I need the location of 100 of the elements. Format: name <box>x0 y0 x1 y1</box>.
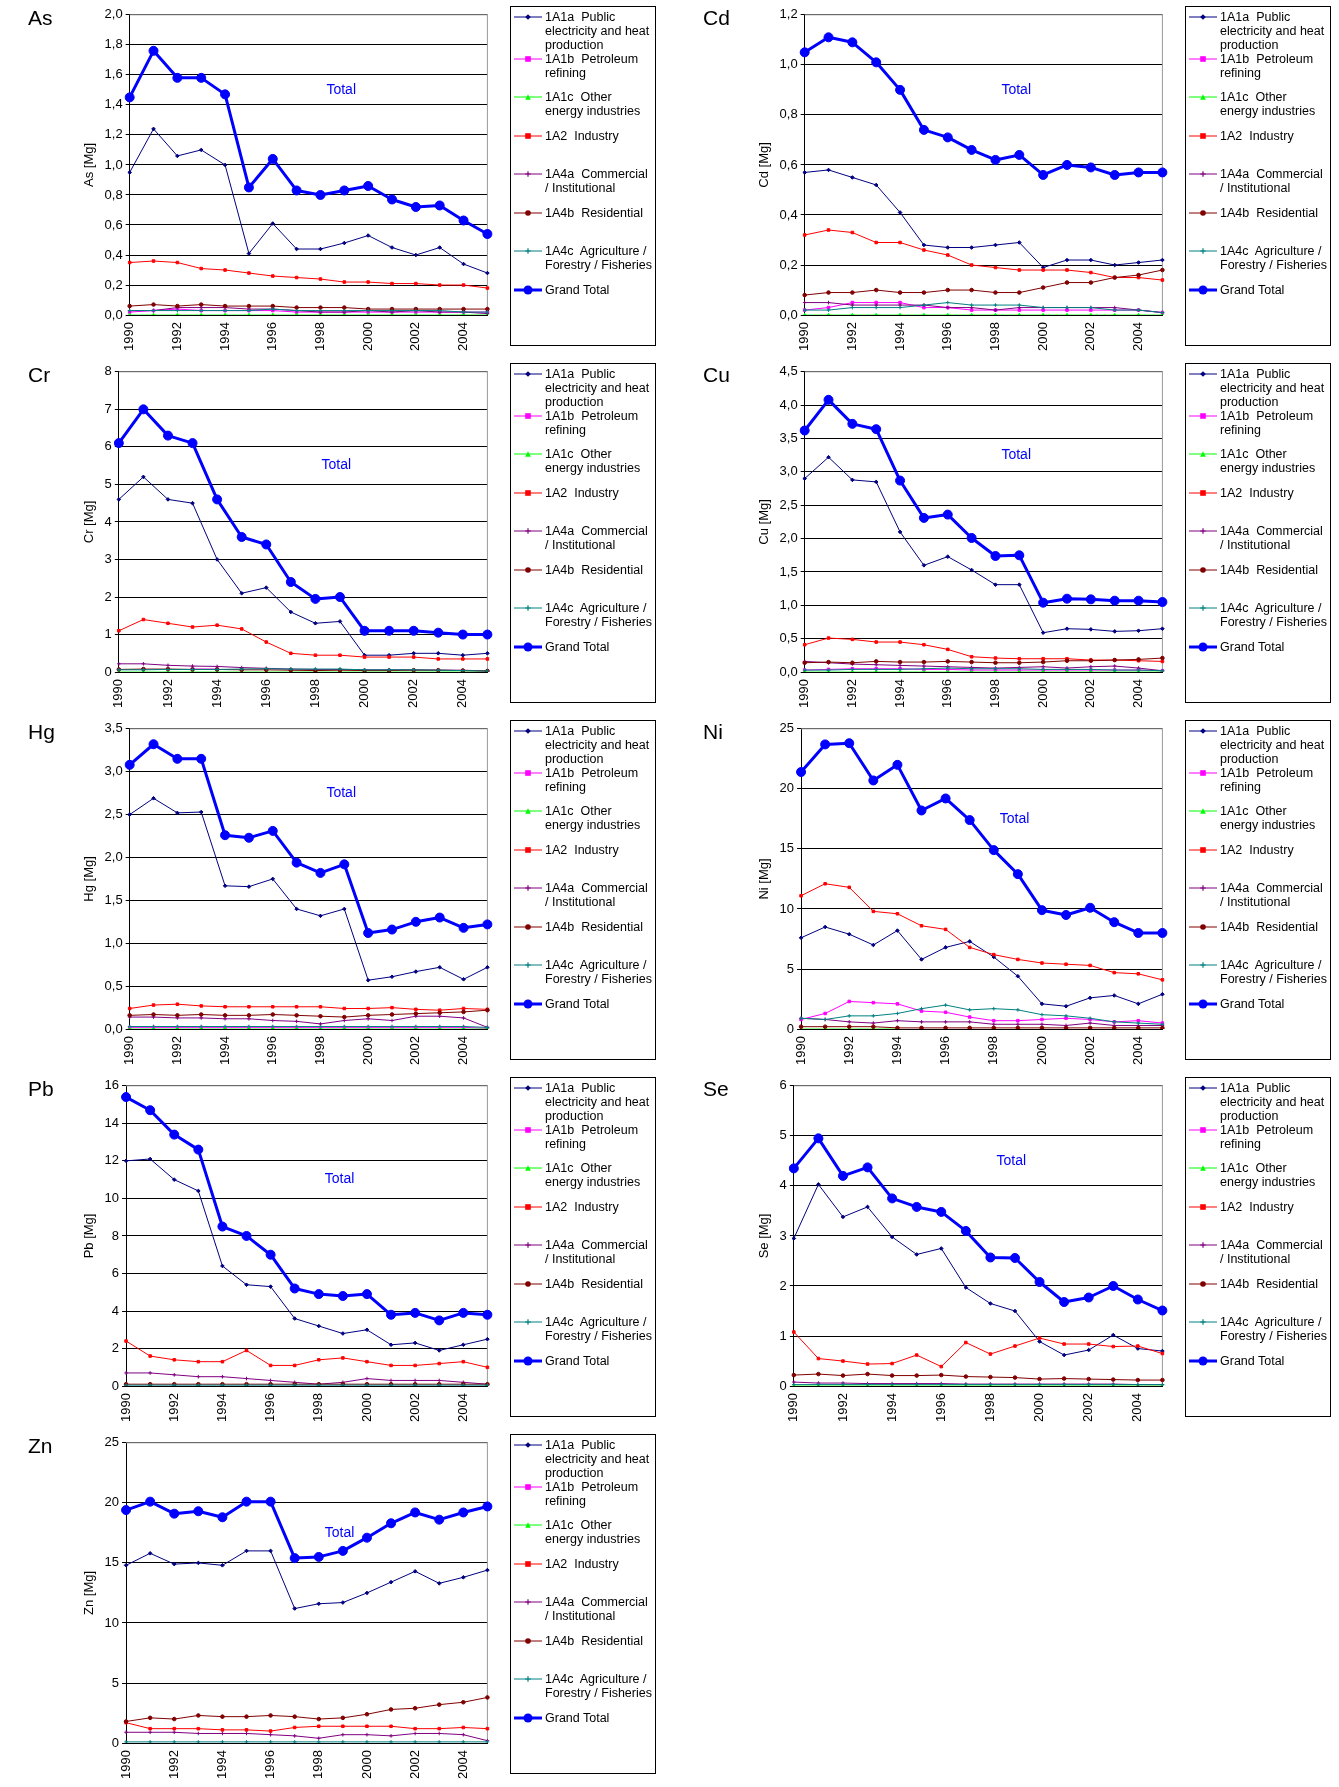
x-tick-label: 2002 <box>407 322 423 351</box>
y-tick-label: 4,5 <box>779 363 798 379</box>
legend-label: 1A4a Commercial / Institutional <box>1220 881 1324 910</box>
legend-label: 1A1b Petroleum refining <box>1220 766 1315 794</box>
legend-label: 1A4b Residential <box>545 1276 643 1291</box>
x-tick-label: 1992 <box>165 1750 181 1779</box>
legend-label: 1A2 Industry <box>545 485 619 500</box>
x-tick-label: 2004 <box>454 679 470 708</box>
legend-label: 1A4b Residential <box>1220 205 1318 220</box>
y-tick-label: 10 <box>104 1614 120 1630</box>
legend-label: Grand Total <box>545 1710 610 1725</box>
y-tick-label: 1,0 <box>104 934 123 950</box>
x-tick-label: 2002 <box>407 1036 423 1065</box>
x-tick-label: 1994 <box>214 1750 229 1779</box>
x-tick-label: 1994 <box>216 322 232 351</box>
x-tick-label: 2004 <box>455 322 471 351</box>
legend-label: 1A4a Commercial / Institutional <box>545 167 649 196</box>
y-tick-label: 3,5 <box>779 430 798 446</box>
x-tick-label: 1998 <box>981 1393 997 1422</box>
legend-label: 1A1c Other energy industries <box>545 90 642 119</box>
y-tick-label: 1,2 <box>779 6 798 22</box>
y-axis-title: Se [Mg] <box>756 1213 772 1259</box>
legend-label: 1A4c Agriculture / Forestry / Fisheries <box>1220 601 1328 630</box>
x-tick-label: 2004 <box>1129 1393 1145 1422</box>
annotation: Total <box>326 80 356 97</box>
legend-label: 1A1c Other energy industries <box>545 447 642 476</box>
annotation: Total <box>326 784 356 801</box>
x-tick-label: 1990 <box>792 1036 808 1065</box>
legend-label: 1A2 Industry <box>545 1199 619 1214</box>
x-tick-label: 2002 <box>1082 322 1098 351</box>
x-tick-label: 1996 <box>262 1393 278 1422</box>
y-tick-label: 5 <box>779 1127 787 1143</box>
legend-label: 1A1b Petroleum refining <box>545 52 640 80</box>
x-tick-label: 1990 <box>121 322 137 351</box>
annotation: Total <box>324 1523 355 1540</box>
legend-label: Grand Total <box>545 996 610 1011</box>
x-tick-label: 2002 <box>406 1750 422 1779</box>
legend-label: 1A1a Public electricity and heat production <box>545 10 651 52</box>
legend-label: 1A1c Other energy industries <box>1220 447 1317 476</box>
legend-label: 1A4c Agriculture / Forestry / Fisheries <box>1220 1315 1328 1344</box>
legend-label: Grand Total <box>1220 1353 1285 1368</box>
legend-label: 1A1b Petroleum refining <box>545 766 640 794</box>
legend-label: Grand Total <box>1220 282 1285 297</box>
x-tick-label: 2004 <box>1130 679 1146 708</box>
legend-label: 1A4c Agriculture / Forestry / Fisheries <box>545 601 653 630</box>
x-tick-label: 2004 <box>1130 322 1146 351</box>
y-axis-title: Pb [Mg] <box>81 1213 97 1259</box>
y-tick-label: 4,0 <box>779 396 798 412</box>
legend-label: 1A1c Other energy industries <box>1220 804 1317 833</box>
y-axis-title: Zn [Mg] <box>81 1570 97 1615</box>
y-tick-label: 0 <box>786 1020 795 1036</box>
y-tick-label: 0 <box>111 1734 120 1750</box>
x-tick-label: 1998 <box>310 1393 326 1422</box>
y-tick-label: 0 <box>111 1377 120 1393</box>
x-tick-label: 1996 <box>932 1393 948 1422</box>
x-tick-label: 2004 <box>454 1750 470 1779</box>
y-tick-label: 2 <box>111 1340 120 1356</box>
x-tick-label: 1996 <box>257 679 273 708</box>
y-tick-label: 7 <box>104 400 112 416</box>
x-tick-label: 1992 <box>165 1393 181 1422</box>
y-axis-title: Ni [Mg] <box>756 858 772 900</box>
y-tick-label: 4 <box>779 1177 787 1193</box>
chart-title: Hg <box>28 720 55 744</box>
y-tick-label: 1,0 <box>779 596 798 612</box>
legend-label: 1A4c Agriculture / Forestry / Fisheries <box>1220 958 1328 987</box>
y-tick-label: 15 <box>104 1554 120 1570</box>
legend-label: 1A4a Commercial / Institutional <box>1220 524 1324 553</box>
legend-label: 1A4c Agriculture / Forestry / Fisheries <box>545 244 653 273</box>
annotation: Total <box>1001 80 1031 97</box>
legend-label: 1A1a Public electricity and heat production <box>1220 724 1326 766</box>
legend-label: 1A1c Other energy industries <box>545 804 642 833</box>
legend-label: 1A4a Commercial / Institutional <box>545 1595 649 1624</box>
y-tick-label: 2,5 <box>779 496 798 512</box>
y-tick-label: 3 <box>104 551 112 567</box>
legend-label: 1A4b Residential <box>1220 1276 1318 1291</box>
y-tick-label: 1,8 <box>104 36 123 52</box>
legend-label: 1A2 Industry <box>1220 128 1294 143</box>
x-tick-label: 1998 <box>985 1036 1001 1065</box>
legend-label: 1A1a Public electricity and heat production <box>1220 367 1326 409</box>
annotation: Total <box>321 456 352 473</box>
y-tick-label: 25 <box>779 720 795 736</box>
legend-label: 1A1b Petroleum refining <box>1220 52 1315 80</box>
x-tick-label: 1998 <box>312 322 328 351</box>
legend-label: Grand Total <box>1220 639 1285 654</box>
x-tick-label: 1994 <box>891 322 907 351</box>
legend-label: 1A2 Industry <box>1220 1199 1294 1214</box>
y-tick-label: 1 <box>779 1327 787 1343</box>
x-tick-label: 2000 <box>358 1750 374 1779</box>
y-tick-label: 0 <box>104 663 112 679</box>
legend-label: 1A2 Industry <box>545 842 619 857</box>
legend-label: 1A4c Agriculture / Forestry / Fisheries <box>545 1672 653 1701</box>
legend-label: 1A1a Public electricity and heat production <box>545 1081 651 1123</box>
y-tick-label: 20 <box>779 780 795 796</box>
y-tick-label: 3,5 <box>104 720 123 736</box>
x-tick-label: 1992 <box>843 322 859 351</box>
x-tick-label: 1992 <box>834 1393 850 1422</box>
legend-label: 1A4b Residential <box>545 1633 643 1648</box>
legend-label: 1A1a Public electricity and heat production <box>545 724 651 766</box>
y-tick-label: 0,0 <box>779 663 798 679</box>
legend-label: 1A1c Other energy industries <box>1220 90 1317 119</box>
